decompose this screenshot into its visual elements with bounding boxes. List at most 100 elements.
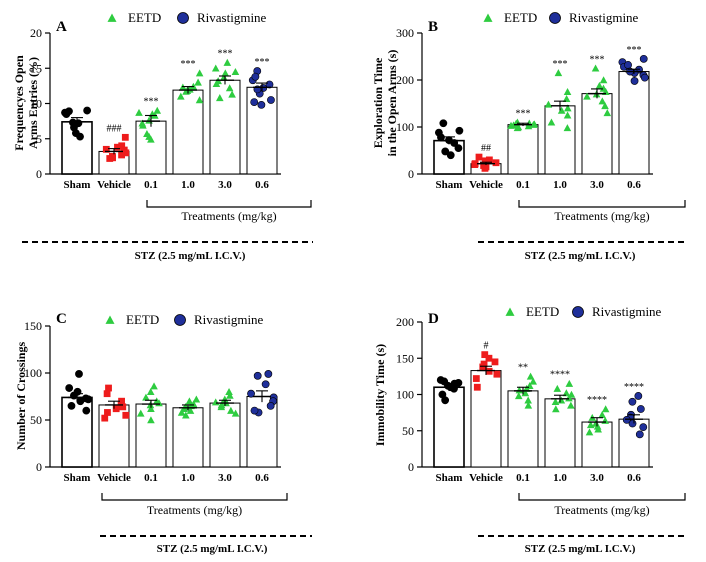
data-point (547, 118, 556, 126)
data-point (481, 157, 489, 165)
bar (507, 124, 539, 175)
x-tick-label: 0.1 (516, 179, 530, 191)
data-point (624, 61, 632, 69)
data-point (441, 147, 450, 156)
legend: EETD Rivastigmine (107, 10, 267, 25)
data-point (599, 76, 608, 84)
data-point (557, 106, 566, 114)
x-tick-label: 0.1 (144, 472, 158, 484)
data-point (563, 87, 572, 95)
data-point (142, 393, 150, 401)
x-tick-label: 1.0 (553, 472, 567, 484)
data-point (526, 372, 535, 380)
y-axis-label-line: Frequencyes Open (12, 55, 26, 151)
data-point (515, 386, 524, 394)
data-point (182, 411, 190, 419)
bar (209, 402, 241, 468)
data-point (636, 405, 645, 413)
bar (135, 120, 167, 175)
significance-label: ** (518, 362, 528, 373)
data-point (102, 145, 110, 153)
data-point (485, 367, 493, 375)
data-point (122, 411, 130, 419)
legend: EETD Rivastigmine (105, 312, 264, 327)
panel-label: D (428, 311, 439, 327)
data-point (513, 124, 522, 132)
data-point (481, 351, 489, 359)
data-point (147, 416, 155, 424)
data-point (103, 390, 111, 398)
data-point (441, 396, 450, 405)
data-point (195, 69, 204, 77)
data-point (567, 401, 575, 409)
data-point (227, 406, 235, 414)
x-tick-label: 0.6 (627, 472, 641, 484)
data-point (257, 101, 266, 109)
data-point (135, 108, 143, 116)
data-point (485, 156, 493, 164)
significance-label: *** (144, 97, 159, 108)
significance-label: *** (553, 59, 568, 70)
bar (544, 105, 576, 175)
y-axis-label: Immobility Time (s) (373, 344, 387, 446)
data-point (261, 380, 270, 389)
data-point (455, 126, 464, 135)
significance-label: ## (481, 143, 491, 154)
y-axis-label: Exploration Timein the Open Arms (s) (371, 50, 399, 157)
data-point (522, 384, 531, 392)
treatment-label: Treatments (mg/kg) (147, 503, 242, 517)
data-point (601, 102, 609, 110)
y-tick-label: 100 (24, 366, 42, 380)
legend-eetd-marker (483, 13, 493, 22)
data-point (586, 421, 595, 429)
y-axis-label-line: in the Open Arms (s) (385, 50, 399, 157)
data-point (480, 162, 488, 169)
data-point (101, 414, 109, 422)
data-point (217, 403, 226, 411)
y-axis-label-line: Immobility Time (s) (373, 344, 387, 446)
data-point (514, 392, 523, 400)
data-point (225, 388, 233, 396)
panel-label: A (56, 19, 67, 35)
data-point (106, 155, 114, 162)
data-point (630, 77, 639, 85)
stz-label: STZ (2.5 mg/mL I.C.V.) (525, 543, 636, 555)
y-tick-label: 5 (36, 132, 42, 146)
data-point (601, 405, 610, 413)
x-tick-label: 0.1 (144, 179, 158, 191)
data-point (68, 118, 77, 127)
y-tick-label: 15 (30, 61, 42, 75)
data-point (583, 92, 591, 100)
data-point (118, 397, 125, 405)
data-point (65, 384, 74, 392)
x-tick-label: Sham (64, 472, 91, 484)
x-tick-label: Vehicle (97, 179, 131, 191)
bar (544, 398, 576, 468)
x-tick-label: 1.0 (553, 179, 567, 191)
data-point (439, 119, 448, 128)
legend-rivastigmine-label: Rivastigmine (569, 10, 639, 25)
data-point (628, 397, 637, 406)
data-point (118, 142, 126, 150)
data-point (147, 404, 155, 412)
data-point (139, 121, 147, 129)
legend-rivastigmine-label: Rivastigmine (197, 10, 267, 25)
data-point (446, 151, 455, 160)
legend-rivastigmine-label: Rivastigmine (194, 312, 264, 327)
significance-label: # (484, 341, 489, 352)
significance-label: **** (587, 395, 607, 406)
data-point (475, 153, 483, 161)
data-point (76, 132, 84, 141)
data-point (220, 73, 228, 81)
x-tick-label: Vehicle (469, 179, 503, 191)
x-tick-label: 3.0 (590, 179, 604, 191)
stz-label: STZ (2.5 mg/mL I.C.V.) (525, 250, 636, 262)
data-point (211, 398, 220, 406)
bar (433, 386, 465, 468)
data-point (253, 371, 262, 380)
data-point (565, 394, 573, 402)
data-point (177, 92, 185, 100)
data-point (65, 107, 73, 116)
data-point (250, 406, 259, 415)
y-tick-label: 150 (24, 319, 42, 333)
